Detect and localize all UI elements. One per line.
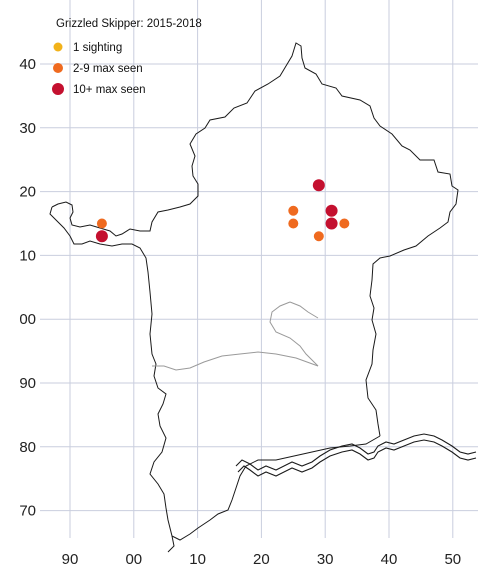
legend-title: Grizzled Skipper: 2015-2018 <box>56 18 202 30</box>
x-tick-label: 00 <box>125 551 142 568</box>
sighting-point <box>313 231 324 242</box>
sighting-point <box>288 218 299 229</box>
sighting-points <box>95 179 350 243</box>
x-axis-ticks: 90 00 10 20 30 40 50 <box>62 551 461 568</box>
county-boundary-west <box>49 206 381 541</box>
legend-label-2: 2-9 max seen <box>73 63 143 75</box>
legend-label-1: 1 sighting <box>73 42 122 54</box>
y-tick-label: 90 <box>19 375 36 392</box>
sighting-point <box>325 217 338 230</box>
y-axis-ticks: 40 30 20 10 00 90 80 70 <box>19 56 36 520</box>
x-tick-label: 90 <box>62 551 79 568</box>
river-thames-bank <box>237 439 477 477</box>
legend-marker-3 <box>52 83 64 95</box>
district-boundary-grey-1 <box>269 301 319 367</box>
legend-marker-1 <box>53 42 63 52</box>
legend: Grizzled Skipper: 2015-2018 1 sighting 2… <box>52 18 202 96</box>
county-boundary <box>51 42 459 437</box>
grid <box>40 0 478 538</box>
y-tick-label: 80 <box>19 439 36 456</box>
sighting-point <box>288 205 299 216</box>
x-tick-label: 30 <box>317 551 334 568</box>
sighting-point <box>95 230 108 243</box>
legend-label-3: 10+ max seen <box>73 84 146 96</box>
y-tick-label: 30 <box>19 120 36 137</box>
county-boundary-south <box>167 535 175 553</box>
x-tick-label: 20 <box>253 551 270 568</box>
sighting-point <box>339 218 350 229</box>
y-tick-label: 00 <box>19 311 36 328</box>
river-thames <box>235 433 477 471</box>
y-tick-label: 40 <box>19 56 36 73</box>
district-boundary-grey-2 <box>289 301 319 319</box>
x-tick-label: 50 <box>444 551 461 568</box>
sighting-point <box>325 204 338 217</box>
sighting-point <box>96 218 107 229</box>
x-tick-label: 10 <box>189 551 206 568</box>
legend-marker-2 <box>53 63 63 73</box>
y-tick-label: 70 <box>19 503 36 520</box>
y-tick-label: 10 <box>19 247 36 264</box>
y-tick-label: 20 <box>19 184 36 201</box>
sighting-point <box>312 179 325 192</box>
district-boundary-grey-3 <box>152 351 319 371</box>
x-tick-label: 40 <box>381 551 398 568</box>
